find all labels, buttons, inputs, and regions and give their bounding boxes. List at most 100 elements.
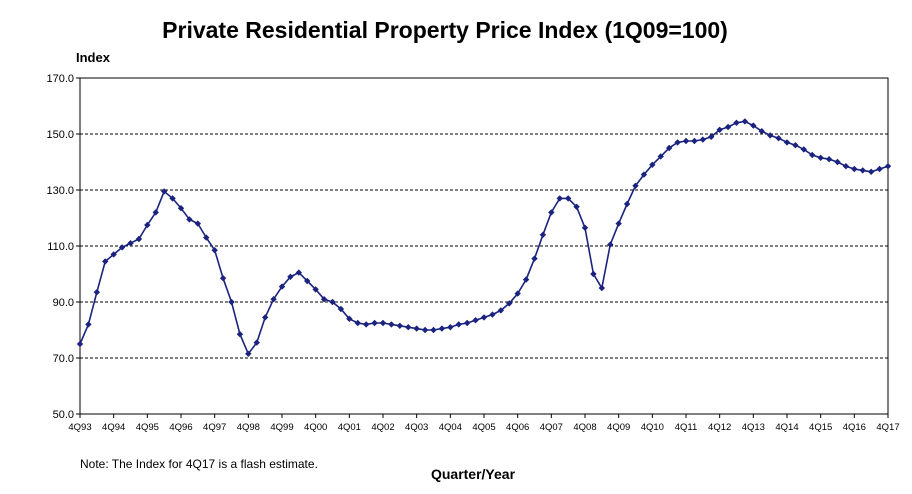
- data-point: [775, 135, 782, 142]
- x-tick-label: 4Q96: [169, 422, 192, 433]
- data-point: [346, 315, 353, 322]
- x-tick-label: 4Q06: [506, 422, 529, 433]
- data-point: [724, 123, 732, 131]
- data-point: [160, 188, 168, 195]
- data-point: [447, 324, 454, 331]
- x-tick-label: 4Q14: [775, 422, 798, 433]
- data-point: [304, 277, 311, 285]
- data-point: [219, 275, 227, 282]
- x-tick-label: 4Q09: [607, 422, 630, 433]
- data-point: [607, 241, 614, 248]
- data-point: [76, 340, 84, 348]
- data-point: [253, 339, 260, 346]
- x-tick-label: 4Q95: [136, 422, 159, 433]
- data-point: [396, 322, 404, 329]
- x-tick-label: 4Q04: [439, 422, 462, 433]
- data-point: [455, 321, 462, 328]
- data-point: [287, 273, 294, 280]
- data-point: [817, 154, 824, 161]
- y-tick-label: 50.0: [53, 409, 74, 421]
- x-tick-label: 4Q16: [843, 422, 866, 433]
- data-point: [261, 314, 269, 321]
- data-point: [127, 240, 134, 247]
- data-point: [548, 209, 555, 216]
- data-point: [152, 209, 159, 216]
- data-point: [270, 296, 277, 303]
- data-point: [506, 300, 513, 307]
- data-point: [708, 133, 715, 140]
- data-point: [842, 163, 850, 170]
- data-point: [674, 139, 681, 146]
- x-tick-label: 4Q13: [742, 422, 765, 433]
- data-point: [480, 314, 488, 321]
- data-point: [144, 221, 151, 229]
- data-point: [421, 326, 429, 334]
- chart-note: Note: The Index for 4Q17 is a flash esti…: [80, 457, 318, 471]
- data-point: [312, 286, 319, 293]
- data-point: [379, 319, 387, 327]
- data-point: [329, 298, 336, 306]
- data-point: [102, 258, 109, 265]
- x-tick-label: 4Q11: [675, 422, 698, 433]
- x-tick-label: 4Q94: [102, 422, 125, 433]
- data-point: [531, 255, 538, 262]
- data-point: [884, 163, 892, 170]
- y-tick-label: 150.0: [46, 129, 74, 141]
- grid-lines: [80, 133, 888, 359]
- y-tick-label: 110.0: [47, 241, 74, 253]
- data-point: [623, 200, 631, 208]
- data-point: [177, 205, 185, 212]
- data-point: [665, 144, 673, 152]
- data-point: [876, 165, 883, 173]
- x-tick-label: 4Q03: [405, 422, 428, 433]
- x-tick-label: 4Q02: [371, 422, 394, 433]
- data-point: [362, 321, 370, 328]
- x-tick-label: 4Q08: [573, 422, 596, 433]
- data-point: [657, 153, 664, 160]
- data-point: [135, 235, 143, 243]
- data-point: [615, 220, 622, 227]
- y-axis-ticks: 50.0 70.0 90.0 110.0 130.0 150.0 170.0: [46, 73, 80, 421]
- data-point: [783, 139, 791, 146]
- data-point: [169, 195, 176, 202]
- x-tick-label: 4Q17: [876, 422, 899, 433]
- data-point: [573, 203, 580, 210]
- x-tick-label: 4Q15: [809, 422, 832, 433]
- data-point: [800, 146, 808, 153]
- data-point: [203, 234, 210, 241]
- data-point: [809, 151, 816, 159]
- x-tick-label: 4Q10: [641, 422, 664, 433]
- data-point: [438, 325, 446, 332]
- data-point: [581, 224, 589, 231]
- data-point: [539, 231, 547, 238]
- data-point: [489, 311, 496, 318]
- data-point: [236, 331, 244, 338]
- data-point: [85, 321, 92, 328]
- x-tick-label: 4Q97: [203, 422, 226, 433]
- data-point: [388, 321, 395, 328]
- data-point: [430, 326, 437, 334]
- data-point: [741, 118, 749, 125]
- y-axis-label: Index: [76, 50, 111, 65]
- data-point: [522, 276, 530, 283]
- data-point: [320, 296, 328, 303]
- x-tick-label: 4Q05: [472, 422, 495, 433]
- data-point: [691, 137, 698, 145]
- data-point: [245, 350, 252, 357]
- data-point: [598, 284, 606, 292]
- data-point: [590, 270, 597, 278]
- data-point: [354, 319, 361, 327]
- x-tick-label: 4Q01: [338, 422, 361, 433]
- chart-title: Private Residential Property Price Index…: [162, 17, 728, 43]
- data-point: [211, 247, 218, 254]
- data-point: [337, 305, 345, 313]
- data-point: [792, 142, 799, 149]
- data-point: [632, 182, 639, 189]
- data-point: [472, 317, 479, 324]
- x-axis-ticks: 4Q93 4Q94 4Q95 4Q96 4Q97 4Q98 4Q99 4Q00 4Q01 4Q02…: [68, 414, 900, 433]
- data-point: [295, 269, 303, 276]
- y-tick-label: 90.0: [53, 297, 74, 309]
- data-point: [497, 307, 505, 314]
